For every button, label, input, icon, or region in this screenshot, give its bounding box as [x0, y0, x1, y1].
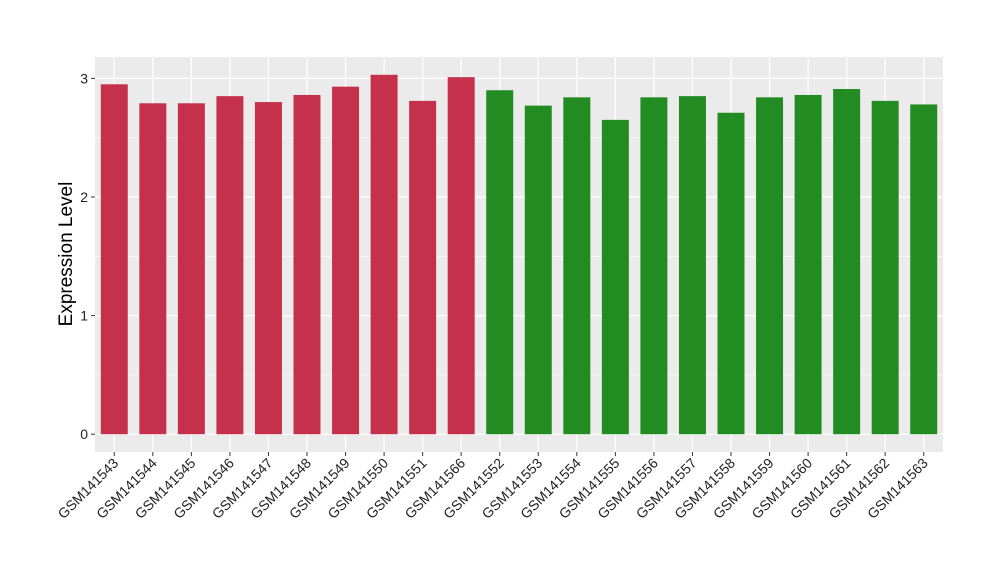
bar-GSM141562	[871, 100, 899, 435]
y-axis-title: Expression Level	[56, 182, 77, 327]
x-axis: GSM141543GSM141544GSM141545GSM141546GSM1…	[54, 452, 931, 522]
bar-GSM141543	[100, 84, 128, 435]
y-tick-label: 2	[80, 189, 88, 205]
bar-GSM141548	[293, 94, 321, 435]
bar-GSM141556	[640, 97, 668, 435]
bar-GSM141557	[678, 96, 706, 435]
y-axis: 0 1 2 3	[80, 70, 95, 442]
bar-GSM141553	[524, 105, 552, 435]
bar-GSM141551	[409, 100, 437, 435]
bar-GSM141563	[910, 104, 938, 435]
bar-GSM141552	[486, 90, 514, 435]
bars-group	[100, 74, 938, 435]
bar-GSM141561	[833, 89, 861, 435]
y-tick-label: 0	[80, 426, 88, 442]
y-tick-label: 1	[80, 308, 88, 324]
bar-GSM141550	[370, 74, 398, 435]
bar-GSM141554	[563, 97, 591, 435]
bar-GSM141547	[254, 102, 282, 435]
bar-GSM141544	[139, 103, 167, 435]
bar-GSM141545	[177, 103, 205, 435]
bar-GSM141559	[756, 97, 784, 435]
bar-GSM141558	[717, 112, 745, 435]
bar-GSM141555	[601, 119, 629, 435]
bar-GSM141549	[332, 86, 360, 435]
bar-GSM141566	[447, 77, 475, 435]
y-tick-label: 3	[80, 70, 88, 86]
bar-GSM141546	[216, 96, 244, 435]
bar-GSM141560	[794, 94, 822, 435]
